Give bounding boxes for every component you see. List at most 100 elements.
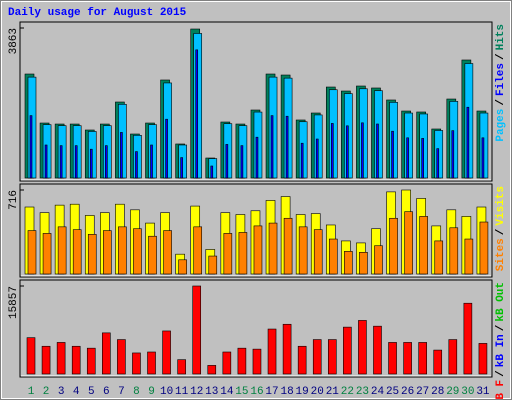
bar — [210, 165, 214, 179]
bar — [163, 230, 172, 275]
bar — [240, 145, 244, 179]
bar — [148, 235, 157, 275]
x-tick-label: 13 — [205, 386, 218, 398]
x-tick-label: 26 — [401, 386, 414, 398]
bar — [344, 251, 353, 275]
x-tick-label: 2 — [43, 386, 50, 398]
bar — [327, 339, 337, 375]
bar — [312, 339, 322, 375]
x-tick-label: 29 — [446, 386, 459, 398]
legend-entry: Files — [495, 63, 507, 96]
legend-separator: / — [495, 324, 507, 331]
bar — [328, 238, 338, 275]
bar — [238, 232, 248, 275]
bar — [300, 142, 304, 179]
bar — [436, 148, 440, 179]
bar — [41, 345, 51, 375]
bar — [433, 349, 443, 375]
bar — [330, 123, 334, 179]
bar — [87, 234, 97, 275]
bar — [376, 123, 379, 179]
bar — [361, 122, 364, 179]
bar — [193, 226, 203, 275]
bar — [26, 337, 36, 375]
bar — [207, 365, 217, 375]
legend-entry: Visits — [495, 186, 507, 226]
bar — [466, 106, 470, 179]
bar — [406, 137, 409, 179]
bar — [225, 144, 229, 179]
legend-separator: / — [495, 228, 507, 235]
bar — [86, 347, 96, 375]
bar — [150, 144, 153, 179]
bar — [56, 342, 66, 375]
legend-entry: kB F — [495, 380, 507, 400]
x-tick-label: 4 — [73, 386, 80, 398]
x-tick-label: 10 — [160, 386, 173, 398]
bar — [419, 216, 428, 275]
bar — [285, 115, 289, 179]
legend-separator: / — [495, 370, 507, 377]
bar — [118, 226, 127, 275]
bar — [388, 342, 397, 375]
legend: Sites / Visits — [495, 186, 507, 271]
x-tick-label: 7 — [118, 386, 125, 398]
x-tick-label: 30 — [461, 386, 474, 398]
x-tick-label: 12 — [190, 386, 203, 398]
bar — [403, 342, 412, 375]
bar — [105, 145, 108, 179]
legend-entry: kB In — [495, 334, 507, 367]
x-tick-label: 14 — [220, 386, 234, 398]
x-tick-label: 20 — [311, 386, 324, 398]
legend-separator: / — [495, 99, 507, 106]
bar — [162, 330, 171, 375]
y-tick-label: 15857 — [8, 286, 20, 319]
bar — [177, 359, 186, 375]
bar — [315, 138, 319, 179]
x-tick-label: 3 — [58, 386, 65, 398]
legend-entry: Hits — [495, 24, 507, 50]
bar — [359, 251, 368, 275]
x-tick-label: 9 — [148, 386, 155, 398]
legend-entry: kB Out — [495, 282, 507, 322]
bar — [103, 230, 112, 275]
bar — [373, 325, 382, 375]
x-tick-label: 27 — [416, 386, 429, 398]
bar — [57, 226, 67, 275]
x-tick-label: 28 — [431, 386, 444, 398]
bar — [237, 347, 247, 375]
chart-title: Daily usage for August 2015 — [8, 7, 187, 19]
bar — [102, 332, 111, 375]
bar — [421, 138, 424, 179]
x-tick-label: 31 — [476, 386, 490, 398]
x-tick-label: 22 — [341, 386, 354, 398]
bar — [297, 345, 307, 375]
bar — [451, 130, 455, 179]
x-tick-label: 19 — [296, 386, 309, 398]
bar — [27, 230, 37, 275]
bar — [29, 115, 33, 179]
x-tick-label: 25 — [386, 386, 399, 398]
bar — [283, 217, 293, 275]
bar — [418, 342, 427, 375]
bar — [267, 328, 277, 375]
x-tick-label: 21 — [326, 386, 340, 398]
bar — [270, 115, 274, 179]
bar — [72, 229, 82, 275]
legend-entry: Sites — [495, 238, 507, 271]
bar — [117, 339, 126, 375]
bar — [463, 302, 473, 375]
bar — [268, 222, 278, 275]
bar — [192, 285, 202, 375]
x-tick-label: 1 — [28, 386, 35, 398]
x-tick-label: 24 — [371, 386, 385, 398]
bar — [165, 118, 168, 179]
bar — [195, 49, 199, 179]
y-tick-label: 3863 — [8, 28, 20, 54]
x-tick-label: 8 — [133, 386, 140, 398]
bar — [133, 228, 142, 275]
bar — [59, 145, 63, 179]
x-tick-label: 11 — [175, 386, 189, 398]
